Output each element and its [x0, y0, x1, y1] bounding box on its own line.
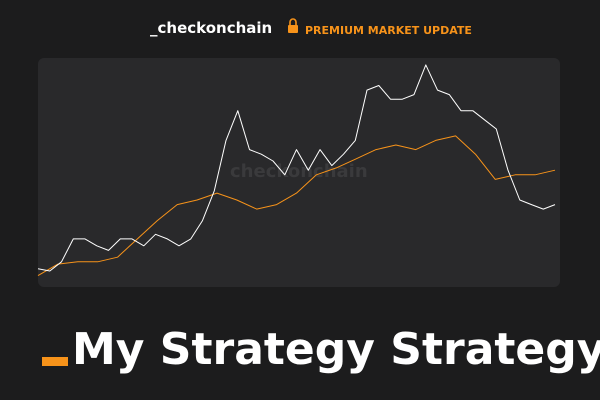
- lock-icon: [288, 18, 298, 33]
- series-line: [37, 64, 556, 272]
- chart-panel: [38, 58, 560, 287]
- title: My Strategy Strategy: [72, 324, 600, 375]
- badge: PREMIUM MARKET UPDATE: [305, 24, 472, 37]
- brand: _checkonchain: [150, 19, 272, 37]
- title-underscore: [42, 357, 68, 366]
- series-line: [37, 135, 556, 277]
- watermark: checkonchain: [230, 161, 368, 182]
- plot: [37, 64, 556, 277]
